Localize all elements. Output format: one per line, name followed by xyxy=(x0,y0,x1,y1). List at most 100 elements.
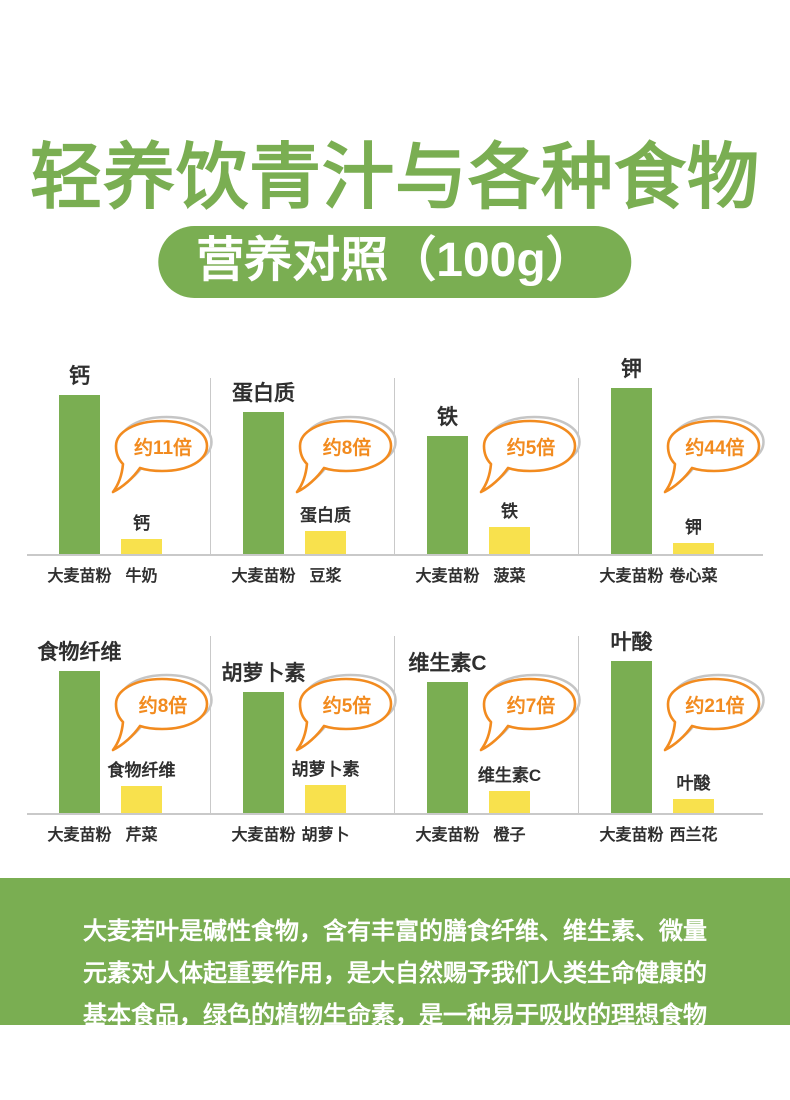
chart-carotene: 胡萝卜素 胡萝卜素 约5倍 大麦苗粉 胡萝卜 xyxy=(211,618,397,844)
food-bar-group: 胡萝卜素 xyxy=(292,755,360,813)
product-bar-group: 钙 xyxy=(59,360,100,554)
footer-line-2: 元素对人体起重要作用，是大自然赐予我们人类生命健康的 xyxy=(83,960,707,987)
food-bar-group: 蛋白质 xyxy=(300,501,351,554)
nutrient-label-food: 食物纤维 xyxy=(107,761,176,780)
food-bar-group: 食物纤维 xyxy=(108,756,176,813)
product-bar-group: 胡萝卜素 xyxy=(222,657,306,813)
product-bar xyxy=(611,661,652,813)
column-divider xyxy=(394,636,395,813)
nutrient-label-food: 铁 xyxy=(501,502,518,521)
multiplier-label: 约7倍 xyxy=(507,694,556,717)
bubble-outline xyxy=(111,419,209,494)
multiplier-speech-bubble: 约8倍 xyxy=(295,415,397,494)
product-bar-group: 叶酸 xyxy=(610,626,653,813)
food-bar xyxy=(673,543,714,554)
chart-calcium: 钙 钙 约11倍 大麦苗粉 牛奶 xyxy=(27,360,213,585)
multiplier-label: 约8倍 xyxy=(323,436,372,459)
nutrient-label-food: 钙 xyxy=(133,514,150,533)
product-bar-group: 铁 xyxy=(427,401,468,554)
product-bar xyxy=(59,671,100,813)
food-bar-group: 钙 xyxy=(121,509,162,554)
nutrient-label-food: 维生素C xyxy=(477,766,542,785)
subtitle-pill: 营养对照（100g） xyxy=(158,226,632,298)
food-bar-group: 铁 xyxy=(489,497,530,554)
product-bar-group: 蛋白质 xyxy=(232,377,295,554)
x-label-product: 大麦苗粉 xyxy=(415,568,480,585)
chart-protein: 蛋白质 蛋白质 约8倍 大麦苗粉 豆浆 xyxy=(211,360,397,585)
product-bar-group: 食物纤维 xyxy=(38,636,122,813)
multiplier-label: 约44倍 xyxy=(685,436,744,459)
bubble-outline xyxy=(479,419,577,494)
x-label-product: 大麦苗粉 xyxy=(47,827,112,844)
multiplier-label: 约5倍 xyxy=(507,436,556,459)
product-bar xyxy=(59,395,100,554)
nutrient-label-product: 胡萝卜素 xyxy=(221,662,306,685)
nutrient-label-product: 钾 xyxy=(621,358,642,381)
x-label-food: 豆浆 xyxy=(309,568,342,585)
column-divider xyxy=(578,378,579,554)
nutrient-label-product: 铁 xyxy=(437,406,458,429)
nutrient-label-food: 钾 xyxy=(685,518,702,537)
multiplier-label: 约8倍 xyxy=(139,694,188,717)
page-title: 轻养饮青汁与各种食物 xyxy=(29,138,760,218)
food-bar xyxy=(305,531,346,554)
x-label-food: 胡萝卜 xyxy=(301,827,350,844)
nutrient-label-product: 蛋白质 xyxy=(232,382,295,405)
nutrient-label-food: 蛋白质 xyxy=(300,506,351,525)
nutrient-label-food: 叶酸 xyxy=(676,774,711,793)
multiplier-speech-bubble: 约7倍 xyxy=(479,673,581,752)
bubble-outline xyxy=(295,419,393,494)
product-bar xyxy=(427,682,468,813)
multiplier-speech-bubble: 约11倍 xyxy=(111,415,213,494)
multiplier-speech-bubble: 约5倍 xyxy=(479,415,581,494)
column-divider xyxy=(578,636,579,813)
x-label-product: 大麦苗粉 xyxy=(47,568,112,585)
chart-dietary-fiber: 食物纤维 食物纤维 约8倍 大麦苗粉 芹菜 xyxy=(27,618,213,844)
column-divider xyxy=(210,378,211,554)
x-label-food: 牛奶 xyxy=(125,568,158,585)
nutrient-label-product: 钙 xyxy=(69,365,90,388)
column-divider xyxy=(210,636,211,813)
x-label-product: 大麦苗粉 xyxy=(415,827,480,844)
x-label-product: 大麦苗粉 xyxy=(599,568,664,585)
multiplier-speech-bubble: 约8倍 xyxy=(111,673,213,752)
footer-description: 大麦若叶是碱性食物，含有丰富的膳食纤维、维生素、微量 元素对人体起重要作用，是大… xyxy=(71,911,719,1037)
column-divider xyxy=(394,378,395,554)
food-bar xyxy=(673,799,714,813)
bubble-outline xyxy=(295,677,393,752)
x-label-food: 橙子 xyxy=(493,827,526,844)
chart-folic-acid: 叶酸 叶酸 约21倍 大麦苗粉 西兰花 xyxy=(579,618,765,844)
product-bar xyxy=(243,412,284,554)
chart-iron: 铁 铁 约5倍 大麦苗粉 菠菜 xyxy=(395,360,581,585)
multiplier-label: 约11倍 xyxy=(134,436,192,459)
product-bar xyxy=(427,436,468,554)
x-label-food: 西兰花 xyxy=(669,827,718,844)
x-label-food: 菠菜 xyxy=(493,568,526,585)
bubble-outline xyxy=(111,677,209,752)
chart-vitamin-c: 维生素C 维生素C 约7倍 大麦苗粉 橙子 xyxy=(395,618,581,844)
food-bar xyxy=(305,785,346,813)
food-bar xyxy=(121,786,162,813)
bubble-outline xyxy=(663,419,761,494)
footer-banner: 大麦若叶是碱性食物，含有丰富的膳食纤维、维生素、微量 元素对人体起重要作用，是大… xyxy=(0,878,790,1029)
nutrient-label-product: 食物纤维 xyxy=(37,641,122,664)
product-bar-group: 维生素C xyxy=(408,647,487,813)
nutrient-label-food: 胡萝卜素 xyxy=(291,760,360,779)
footer-line-1: 大麦若叶是碱性食物，含有丰富的膳食纤维、维生素、微量 xyxy=(83,918,707,945)
food-bar xyxy=(489,791,530,813)
food-bar-group: 钾 xyxy=(673,513,714,554)
nutrient-label-product: 维生素C xyxy=(408,652,487,675)
x-label-product: 大麦苗粉 xyxy=(231,827,296,844)
footer-line-3: 基本食品，绿色的植物生命素，是一种易于吸收的理想食物 xyxy=(83,1002,707,1029)
multiplier-speech-bubble: 约44倍 xyxy=(663,415,765,494)
product-bar-group: 钾 xyxy=(611,353,652,554)
multiplier-label: 约21倍 xyxy=(685,694,744,717)
multiplier-speech-bubble: 约5倍 xyxy=(295,673,397,752)
product-bar xyxy=(611,388,652,554)
x-label-food: 芹菜 xyxy=(125,827,158,844)
product-bar xyxy=(243,692,284,813)
nutrient-label-product: 叶酸 xyxy=(610,631,653,654)
bubble-outline xyxy=(663,677,761,752)
chart-row-2: 食物纤维 食物纤维 约8倍 大麦苗粉 芹菜 胡萝卜素 胡萝卜素 xyxy=(27,618,765,844)
